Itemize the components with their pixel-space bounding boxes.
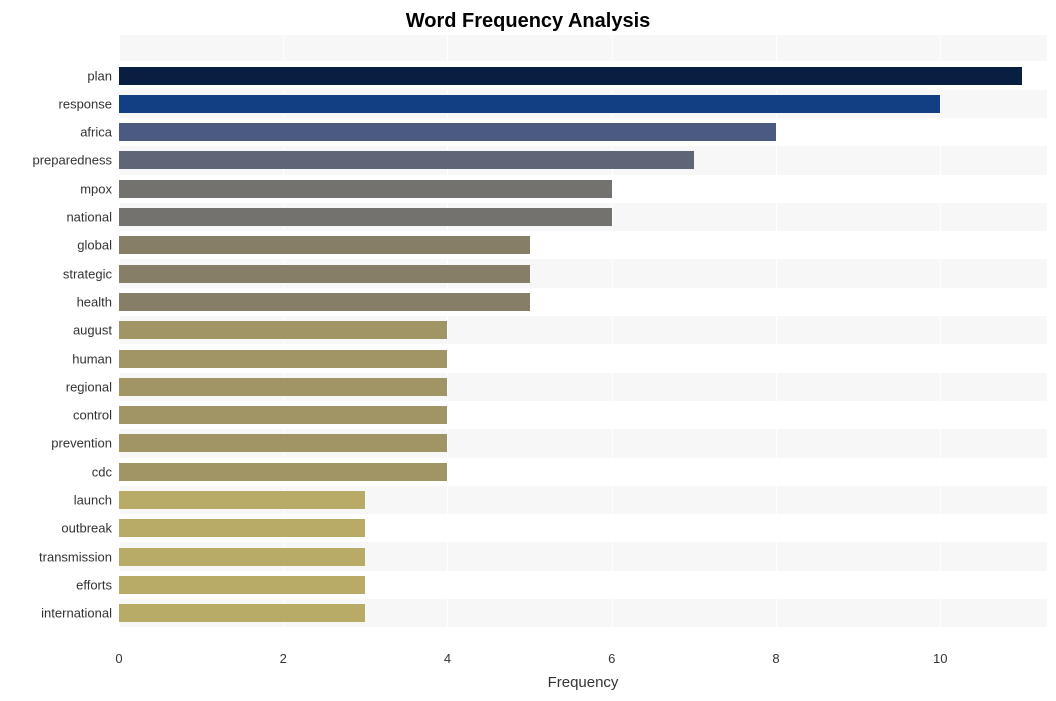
y-axis-label: control — [73, 408, 112, 423]
y-axis-label: global — [77, 238, 112, 253]
x-axis-labels: 0246810 — [119, 645, 1047, 665]
bar — [119, 95, 940, 113]
word-frequency-chart: Word Frequency Analysis plan response afri… — [0, 0, 1056, 701]
y-axis-label: response — [59, 96, 112, 111]
bar — [119, 293, 530, 311]
bar — [119, 463, 447, 481]
chart-title: Word Frequency Analysis — [0, 10, 1056, 33]
bar — [119, 123, 776, 141]
y-axis-labels: plan response africa preparedness mpox nation… — [0, 35, 112, 640]
bar — [119, 576, 365, 594]
bar — [119, 208, 612, 226]
y-axis-label: strategic — [63, 266, 112, 281]
y-axis-label: health — [77, 294, 112, 309]
y-axis-label: mpox — [80, 181, 112, 196]
y-axis-label: international — [41, 606, 112, 621]
bar — [119, 548, 365, 566]
plot-area — [119, 35, 1047, 640]
x-axis-tick-label: 4 — [444, 651, 451, 666]
x-axis-tick-label: 10 — [933, 651, 947, 666]
y-axis-label: human — [72, 351, 112, 366]
bar — [119, 604, 365, 622]
bar — [119, 434, 447, 452]
y-axis-label: cdc — [92, 464, 112, 479]
y-axis-label: transmission — [39, 549, 112, 564]
x-axis-title: Frequency — [119, 674, 1047, 691]
y-axis-label: prevention — [51, 436, 112, 451]
bar — [119, 321, 447, 339]
bar — [119, 491, 365, 509]
x-axis-tick-label: 6 — [608, 651, 615, 666]
bar — [119, 265, 530, 283]
y-axis-label: preparedness — [33, 153, 113, 168]
bar — [119, 378, 447, 396]
y-axis-label: regional — [66, 379, 112, 394]
y-axis-label: plan — [87, 68, 112, 83]
y-axis-label: africa — [80, 125, 112, 140]
y-axis-label: launch — [74, 493, 112, 508]
bar — [119, 67, 1022, 85]
y-axis-label: efforts — [76, 577, 112, 592]
x-axis-tick-label: 0 — [115, 651, 122, 666]
bar — [119, 350, 447, 368]
bar — [119, 236, 530, 254]
x-axis-tick-label: 2 — [280, 651, 287, 666]
bar — [119, 151, 694, 169]
bars-layer — [119, 35, 1047, 640]
bar — [119, 180, 612, 198]
bar — [119, 519, 365, 537]
bar — [119, 406, 447, 424]
y-axis-label: national — [66, 210, 112, 225]
x-axis-tick-label: 8 — [772, 651, 779, 666]
y-axis-label: august — [73, 323, 112, 338]
y-axis-label: outbreak — [61, 521, 112, 536]
